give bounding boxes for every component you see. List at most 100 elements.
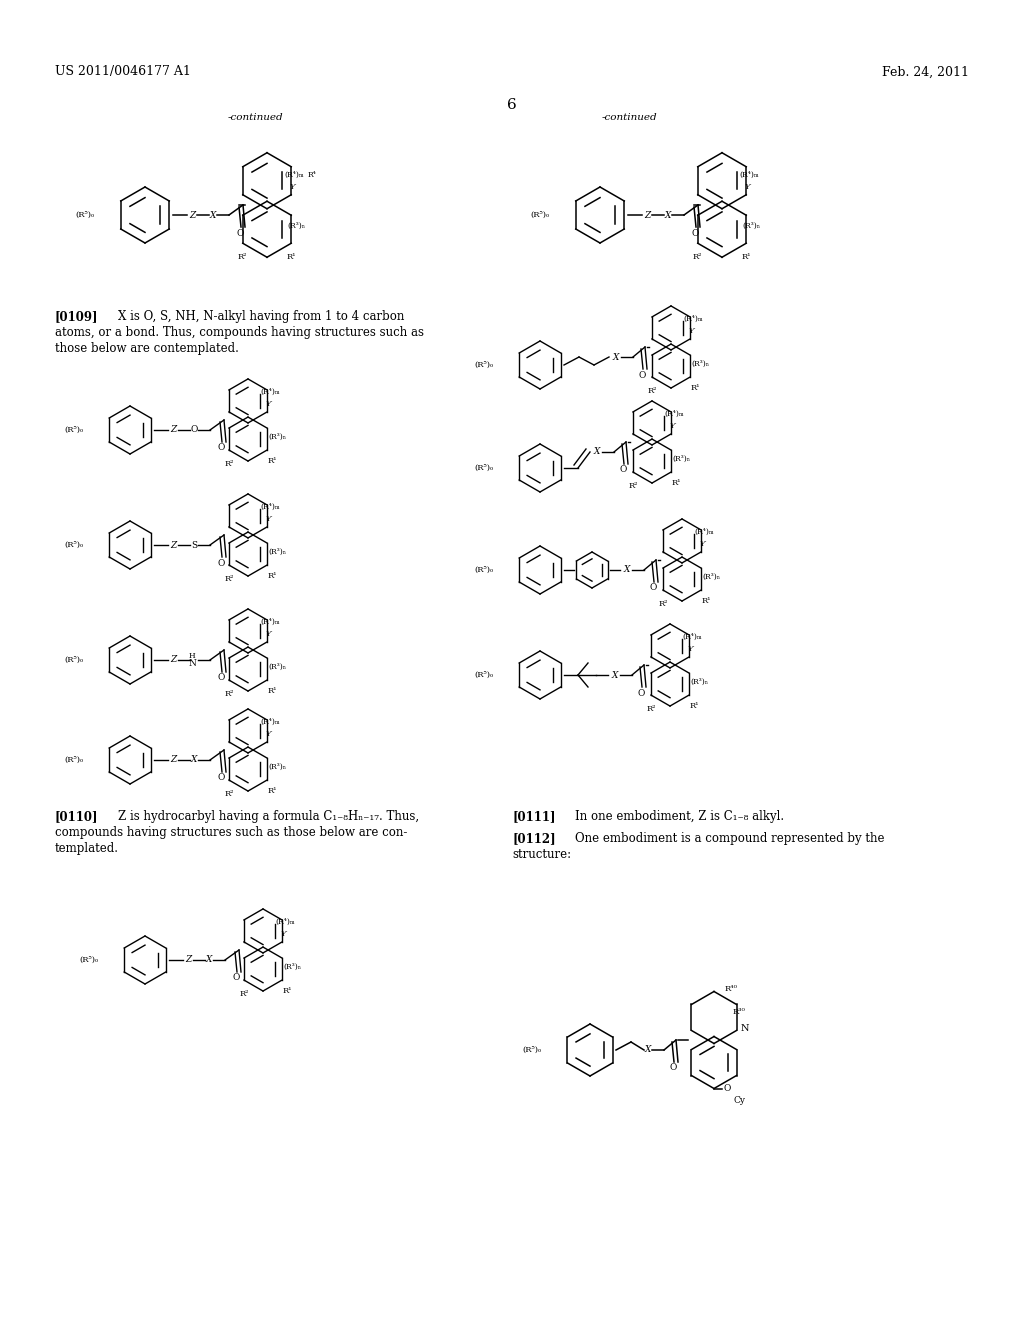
Text: O: O — [217, 673, 224, 682]
Text: O: O — [217, 774, 224, 783]
Text: those below are contemplated.: those below are contemplated. — [55, 342, 239, 355]
Text: (R³)ₙ: (R³)ₙ — [742, 222, 760, 230]
Text: (R⁴)ₘ: (R⁴)ₘ — [260, 388, 280, 396]
Text: R²: R² — [628, 482, 638, 490]
Text: Y: Y — [281, 931, 286, 939]
Text: X: X — [665, 210, 671, 219]
Text: (R⁵)ₒ: (R⁵)ₒ — [522, 1045, 542, 1053]
Text: R²: R² — [224, 690, 233, 698]
Text: O: O — [649, 583, 656, 593]
Text: O: O — [190, 425, 198, 434]
Text: (R⁵)ₒ: (R⁵)ₒ — [65, 756, 84, 764]
Text: Z is hydrocarbyl having a formula C₁₋₈Hₙ₋₁₇. Thus,: Z is hydrocarbyl having a formula C₁₋₈Hₙ… — [118, 810, 419, 822]
Text: O: O — [637, 689, 645, 697]
Text: R¹: R¹ — [672, 479, 682, 487]
Text: Y: Y — [744, 182, 750, 191]
Text: R²: R² — [647, 387, 656, 395]
Text: X: X — [190, 755, 198, 764]
Text: (R⁴)ₘ: (R⁴)ₘ — [694, 528, 714, 536]
Text: X: X — [210, 210, 216, 219]
Text: O: O — [217, 444, 224, 453]
Text: (R⁴)ₘ: (R⁴)ₘ — [260, 618, 280, 626]
Text: X is O, S, NH, N-alkyl having from 1 to 4 carbon: X is O, S, NH, N-alkyl having from 1 to … — [118, 310, 404, 323]
Text: R²: R² — [224, 576, 233, 583]
Text: X: X — [612, 352, 620, 362]
Text: (R³)ₙ: (R³)ₙ — [268, 763, 286, 771]
Text: R²: R² — [238, 253, 248, 261]
Text: R¹: R¹ — [690, 702, 699, 710]
Text: O: O — [723, 1084, 731, 1093]
Text: R⁴⁰: R⁴⁰ — [725, 986, 738, 994]
Text: (R⁵)ₒ: (R⁵)ₒ — [65, 426, 84, 434]
Text: Z: Z — [170, 656, 176, 664]
Text: (R⁵)ₒ: (R⁵)ₒ — [65, 656, 84, 664]
Text: R⁴: R⁴ — [308, 170, 316, 178]
Text: O: O — [670, 1064, 677, 1072]
Text: R²: R² — [224, 791, 233, 799]
Text: Z: Z — [644, 210, 650, 219]
Text: R²: R² — [240, 990, 249, 998]
Text: templated.: templated. — [55, 842, 119, 855]
Text: structure:: structure: — [512, 847, 571, 861]
Text: N: N — [740, 1024, 749, 1034]
Text: R¹: R¹ — [268, 787, 278, 795]
Text: (R³)ₙ: (R³)ₙ — [268, 663, 286, 671]
Text: (R⁵)ₒ: (R⁵)ₒ — [530, 211, 550, 219]
Text: -continued: -continued — [602, 114, 657, 123]
Text: (R⁴)ₘ: (R⁴)ₘ — [275, 917, 295, 925]
Text: (R⁴)ₘ: (R⁴)ₘ — [285, 170, 304, 178]
Text: Y: Y — [688, 327, 694, 335]
Text: (R⁴)ₘ: (R⁴)ₘ — [682, 634, 701, 642]
Text: H: H — [188, 652, 196, 660]
Text: R¹: R¹ — [287, 253, 297, 261]
Text: (R⁵)ₒ: (R⁵)ₒ — [65, 541, 84, 549]
Text: (R⁴)ₘ: (R⁴)ₘ — [739, 170, 759, 178]
Text: X: X — [611, 671, 618, 680]
Text: (R⁴)ₘ: (R⁴)ₘ — [260, 503, 280, 511]
Text: (R³)ₙ: (R³)ₙ — [690, 677, 708, 685]
Text: R¹: R¹ — [702, 597, 712, 605]
Text: (R³)ₙ: (R³)ₙ — [287, 222, 305, 230]
Text: X: X — [645, 1045, 651, 1055]
Text: R²: R² — [658, 601, 668, 609]
Text: 6: 6 — [507, 98, 517, 112]
Text: (R⁴)ₘ: (R⁴)ₘ — [683, 315, 702, 323]
Text: O: O — [237, 228, 244, 238]
Text: Z: Z — [185, 956, 191, 965]
Text: atoms, or a bond. Thus, compounds having structures such as: atoms, or a bond. Thus, compounds having… — [55, 326, 424, 339]
Text: R²: R² — [224, 461, 233, 469]
Text: Y: Y — [265, 730, 270, 738]
Text: O: O — [638, 371, 646, 380]
Text: Y: Y — [687, 645, 693, 653]
Text: R¹: R¹ — [268, 572, 278, 579]
Text: N: N — [188, 659, 196, 668]
Text: (R³)ₙ: (R³)ₙ — [691, 359, 709, 367]
Text: Cy: Cy — [734, 1096, 746, 1105]
Text: Z: Z — [170, 755, 176, 764]
Text: Y: Y — [265, 630, 270, 638]
Text: O: O — [217, 558, 224, 568]
Text: (R⁵)ₒ: (R⁵)ₒ — [475, 360, 494, 370]
Text: (R⁴)ₘ: (R⁴)ₘ — [665, 411, 684, 418]
Text: [0109]: [0109] — [55, 310, 98, 323]
Text: R³⁰: R³⁰ — [732, 1008, 744, 1016]
Text: S: S — [190, 540, 197, 549]
Text: (R³)ₙ: (R³)ₙ — [702, 573, 720, 581]
Text: Y: Y — [670, 422, 675, 430]
Text: Z: Z — [170, 425, 176, 434]
Text: [0110]: [0110] — [55, 810, 98, 822]
Text: R²: R² — [646, 705, 655, 713]
Text: Z: Z — [188, 210, 196, 219]
Text: (R⁵)ₒ: (R⁵)ₒ — [76, 211, 95, 219]
Text: -continued: -continued — [228, 114, 284, 123]
Text: Y: Y — [290, 182, 295, 191]
Text: [0111]: [0111] — [512, 810, 555, 822]
Text: In one embodiment, Z is C₁₋₈ alkyl.: In one embodiment, Z is C₁₋₈ alkyl. — [575, 810, 784, 822]
Text: (R⁴)ₘ: (R⁴)ₘ — [260, 718, 280, 726]
Text: (R⁵)ₒ: (R⁵)ₒ — [475, 465, 494, 473]
Text: Y: Y — [265, 515, 270, 523]
Text: (R³)ₙ: (R³)ₙ — [268, 548, 286, 556]
Text: X: X — [624, 565, 630, 574]
Text: R¹: R¹ — [742, 253, 752, 261]
Text: (R³)ₙ: (R³)ₙ — [283, 962, 301, 970]
